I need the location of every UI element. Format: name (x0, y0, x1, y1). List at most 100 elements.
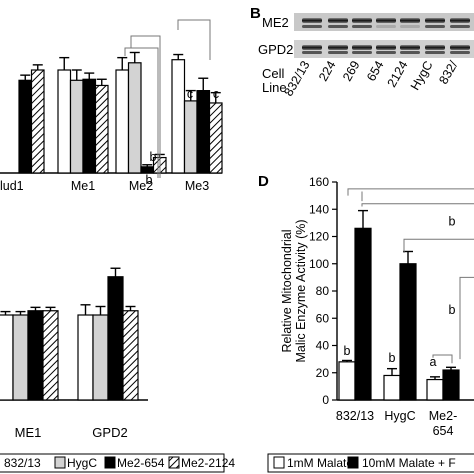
blot-band-me2-lower (302, 25, 322, 28)
legend-cell-lines: 832/13 HygC Me2-654 Me2-2124 (0, 453, 235, 473)
blot-row-label-me2: ME2 (262, 15, 289, 30)
blot-band-me2-upper (400, 18, 420, 23)
blot-band-gpd2-lower (400, 51, 420, 54)
blot-band-me2-upper (302, 18, 322, 23)
blot-lane-label: HygC (408, 59, 436, 93)
blot-band-me2-upper (352, 18, 372, 23)
blot-band-me2-upper (450, 18, 470, 23)
blot-row-label-gpd2: GPD2 (258, 42, 293, 57)
blot-band-gpd2-upper (376, 45, 396, 50)
panel-d-y-tick-label: 160 (309, 175, 329, 189)
panel-d-bar-me2-654-10mm (442, 369, 460, 401)
panel-d-y-label-line1: Relative Mitochondrial (280, 230, 294, 353)
legend-entry-label: Me2-2124 (181, 456, 235, 470)
blot-band-gpd2-lower (352, 51, 372, 54)
panel-d-y-tick-label: 60 (316, 311, 330, 325)
blot-band-me2-upper (425, 18, 445, 23)
blot-x-title-line2: Line (262, 80, 287, 95)
panel-a-bracket-me2 (124, 47, 159, 178)
panel-a-bar-glud1-me2-2124 (30, 69, 45, 174)
legend-entry-label: 1mM Malate (287, 456, 353, 470)
panel-c-bar-gpd2-832-13 (77, 314, 94, 401)
panel-a-bar-me2-hygc (127, 62, 142, 174)
legend-swatch (54, 456, 66, 469)
blot-band-me2-upper (328, 18, 348, 23)
panel-d-bracket-label: b (449, 215, 456, 229)
panel-a-bar-me1-me2-654 (82, 78, 97, 174)
blot-band-gpd2-lower (450, 51, 470, 54)
blot-x-title-line1: Cell (262, 66, 285, 81)
panel-a-bar-me2-832-13 (115, 69, 130, 174)
blot-band-gpd2-lower (328, 51, 348, 54)
panel-c-chart: ME1 GPD2 (0, 267, 148, 440)
panel-d-bar-me2-654-1mm (426, 378, 444, 401)
blot-lane-label: 224 (316, 58, 339, 83)
panel-c-bar-gpd2-hygc (92, 314, 109, 401)
legend-swatch (104, 456, 116, 469)
panel-d-bracket-3 (403, 238, 474, 253)
blot-band-gpd2-upper (400, 45, 420, 50)
blot-band-gpd2-lower (376, 51, 396, 54)
panel-a-category-label: Me2 (129, 179, 153, 193)
panel-d-bar-hygc-1mm (383, 374, 401, 401)
panel-a-bar-me3-me2-654 (196, 89, 211, 174)
blot-band-gpd2-upper (450, 45, 470, 50)
panel-d-chart: D 0 20 40 60 80 100 120 140 160 Relative Mitochon… (258, 173, 474, 438)
blot-bands (302, 18, 470, 54)
panel-a-bracket-me3 (177, 19, 211, 60)
panel-d-bar-hygc-10mm (399, 263, 417, 401)
panel-c-category-label: GPD2 (92, 425, 127, 440)
panel-d-y-tick-label: 120 (309, 230, 329, 244)
panel-d-annotation: b (344, 344, 351, 358)
panel-a-annotation: c (213, 87, 219, 101)
blot-band-gpd2-upper (302, 45, 322, 50)
panel-d-y-tick-label: 80 (316, 284, 330, 298)
panel-d-annotation: b (389, 351, 396, 365)
legend-entry-label: 10mM Malate + F (362, 456, 456, 470)
panel-d-y-label-line2: Malic Enzyme Activity (%) (294, 219, 308, 362)
blot-band-me2-lower (450, 25, 470, 28)
blot-band-gpd2-upper (328, 45, 348, 50)
panel-a-annotation: c (187, 87, 193, 101)
panel-d-label: D (258, 173, 269, 190)
panel-d-category-label: HygC (384, 409, 415, 423)
panel-d-category-label: 654 (433, 424, 454, 438)
legend-swatch (168, 456, 180, 469)
panel-a-bar-me1-hygc (69, 79, 84, 174)
legend-entry-label: Me2-654 (117, 456, 165, 470)
blot-band-gpd2-lower (425, 51, 445, 54)
panel-c-bar-me1-hygc (12, 314, 29, 401)
blot-band-gpd2-upper (425, 45, 445, 50)
blot-lane-label: 2124 (385, 58, 411, 89)
panel-a-bar-me1-me2-2124 (94, 84, 109, 174)
panel-c-category-label: ME1 (15, 425, 42, 440)
blot-band-me2-lower (376, 25, 396, 28)
blot-lane-label: 654 (364, 58, 387, 83)
panel-a-category-label: Me3 (185, 179, 209, 193)
blot-lane-label: 832/13 (281, 58, 312, 98)
panel-d-y-tick-label: 20 (316, 366, 330, 380)
panel-c-bar-gpd2-me2-654 (107, 276, 124, 401)
blot-band-me2-lower (425, 25, 445, 28)
panel-a-category-label: lud1 (0, 179, 24, 193)
panel-c-bar-me1-me2-2124 (42, 310, 59, 401)
blot-band-gpd2-upper (352, 45, 372, 50)
legend-swatch (347, 456, 359, 469)
legend-swatch (273, 456, 285, 469)
panel-c-bar-me1-832-13 (0, 314, 14, 401)
panel-d-category-label: Me2- (429, 409, 457, 423)
panel-d-bracket-4 (459, 276, 474, 360)
blot-band-me2-upper (376, 18, 396, 23)
legend-malate: 1mM Malate 10mM Malate + F (267, 453, 474, 473)
panel-a-bar-me3-hygc (183, 100, 198, 174)
panel-d-y-tick-label: 140 (309, 202, 329, 216)
blot-band-me2-lower (352, 25, 372, 28)
blot-band-me2-lower (328, 25, 348, 28)
panel-a-category-label: Me1 (71, 179, 95, 193)
panel-b-label: B (250, 5, 261, 22)
legend-malate-frame (267, 453, 474, 473)
panel-a-bar-glud1-me2-654 (18, 79, 33, 174)
legend-entry-label: HygC (67, 456, 97, 470)
panel-b-western-blot: B ME2 GPD2 Cell Line 832/13 224 269 6542124… (250, 5, 474, 99)
